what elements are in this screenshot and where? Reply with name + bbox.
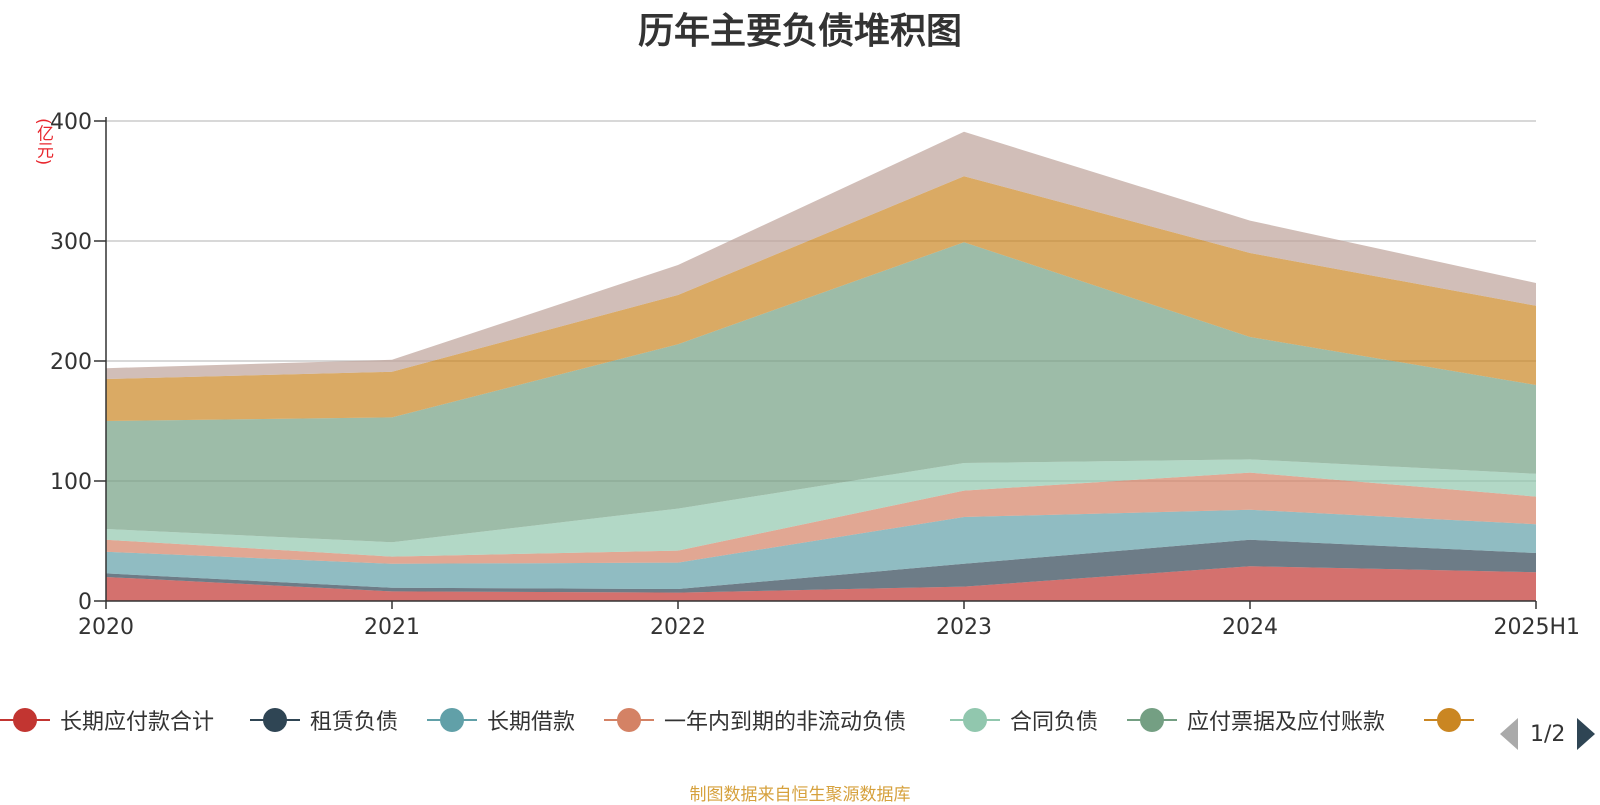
area-series-1 bbox=[106, 539, 1536, 593]
legend-page-indicator: 1/2 bbox=[1530, 721, 1566, 747]
legend-marker-icon bbox=[604, 705, 654, 735]
legend-label: 应付票据及应付账款 bbox=[1187, 710, 1386, 735]
legend-item-long-term-payables[interactable]: 长期应付款合计 bbox=[0, 700, 214, 740]
area-series-5 bbox=[106, 242, 1536, 543]
area-series-3 bbox=[106, 472, 1536, 564]
legend-pager: 1/2 bbox=[1500, 716, 1596, 752]
y-tick-label: 0 bbox=[78, 590, 92, 615]
chart-title: 历年主要负债堆积图 bbox=[637, 11, 962, 52]
stacked-area-chart: 0 100 200 300 400 2020 2021 2022 2023 2024 2025H1 bbox=[50, 110, 1580, 640]
x-tick-label: 2022 bbox=[650, 615, 706, 640]
legend-marker-icon bbox=[0, 705, 50, 735]
legend-label: 合同负债 bbox=[1010, 710, 1099, 735]
area-series bbox=[106, 131, 1536, 601]
y-tick-label: 400 bbox=[50, 110, 92, 135]
x-tick-label: 2025H1 bbox=[1493, 615, 1580, 640]
area-series-6 bbox=[106, 176, 1536, 421]
legend-item-contract-liabilities[interactable]: 合同负债 bbox=[950, 700, 1098, 740]
y-tick-label: 200 bbox=[50, 350, 92, 375]
previous-page-icon[interactable] bbox=[1500, 718, 1518, 750]
legend: 长期应付款合计 租赁负债 长期借款 一年内到期的非流动负债 合同负债 应付票据及… bbox=[0, 700, 1600, 740]
legend-label: 长期应付款合计 bbox=[60, 710, 215, 735]
area-series-2 bbox=[106, 509, 1536, 589]
next-page-icon[interactable] bbox=[1577, 718, 1596, 750]
area-series-4 bbox=[106, 459, 1536, 557]
legend-item-truncated[interactable] bbox=[1424, 700, 1484, 740]
area-series-0 bbox=[106, 566, 1536, 601]
legend-label: 一年内到期的非流动负债 bbox=[664, 710, 907, 735]
x-tick-label: 2024 bbox=[1222, 615, 1278, 640]
legend-item-long-term-loans[interactable]: 长期借款 bbox=[427, 700, 575, 740]
y-tick-label: 300 bbox=[50, 230, 92, 255]
legend-label: 租赁负债 bbox=[310, 710, 399, 735]
legend-marker-icon bbox=[950, 705, 1000, 735]
x-tick-label: 2023 bbox=[936, 615, 992, 640]
x-tick-label: 2020 bbox=[78, 615, 134, 640]
legend-marker-icon bbox=[250, 705, 300, 735]
axes: 0 100 200 300 400 2020 2021 2022 2023 2024 2025H1 bbox=[50, 110, 1580, 640]
legend-marker-icon bbox=[1127, 705, 1177, 735]
legend-item-lease-liabilities[interactable]: 租赁负债 bbox=[250, 700, 398, 740]
legend-marker-icon bbox=[1424, 705, 1474, 735]
x-tick-label: 2021 bbox=[364, 615, 420, 640]
y-tick-label: 100 bbox=[50, 470, 92, 495]
data-source-note: 制图数据来自恒生聚源数据库 bbox=[689, 785, 911, 805]
legend-item-current-noncurrent-liabilities[interactable]: 一年内到期的非流动负债 bbox=[604, 700, 906, 740]
legend-label: 长期借款 bbox=[487, 710, 576, 735]
legend-marker-icon bbox=[427, 705, 477, 735]
legend-item-notes-accounts-payable[interactable]: 应付票据及应付账款 bbox=[1127, 700, 1385, 740]
y-axis-unit-label: (亿元) bbox=[33, 118, 53, 166]
